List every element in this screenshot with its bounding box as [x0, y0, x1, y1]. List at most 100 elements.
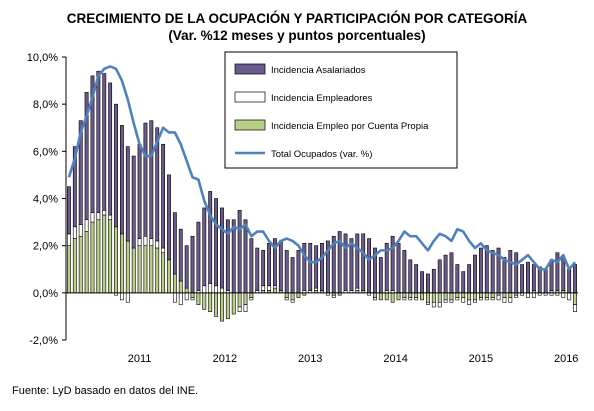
- bar-empleadores: [373, 297, 377, 301]
- bar-cuenta-propia: [272, 287, 277, 294]
- x-year-label: 2016: [554, 353, 578, 365]
- bar-asalariados: [396, 243, 401, 294]
- total-line-layer: [67, 65, 577, 271]
- bar-asalariados: [255, 247, 260, 291]
- bar-asalariados: [308, 243, 313, 291]
- bar-asalariados: [208, 191, 213, 284]
- bar-empleadores: [149, 238, 154, 246]
- bar-asalariados: [125, 146, 130, 242]
- total-ocupados-line: [67, 65, 577, 271]
- bar-empleadores: [290, 299, 295, 303]
- bar-asalariados: [320, 243, 324, 291]
- bar-asalariados: [426, 273, 430, 294]
- bar-empleadores: [473, 299, 477, 303]
- bar-empleadores: [573, 304, 577, 313]
- bar-cuenta-propia: [373, 292, 377, 298]
- bar-asalariados: [490, 250, 495, 294]
- y-tick-label: 2,0%: [33, 241, 58, 253]
- bar-cuenta-propia: [155, 247, 160, 294]
- bar-empleadores: [96, 212, 101, 221]
- bar-asalariados: [502, 257, 507, 294]
- bar-cuenta-propia: [408, 292, 413, 298]
- bar-asalariados: [537, 266, 542, 294]
- chart-title: CRECIMIENTO DE LA OCUPACIÓN Y PARTICIPAC…: [66, 11, 528, 26]
- bar-empleadores: [431, 301, 436, 308]
- x-year-label: 2011: [128, 353, 152, 365]
- bar-asalariados: [72, 146, 77, 228]
- bar-empleadores: [408, 297, 413, 301]
- bar-cuenta-propia: [196, 292, 201, 305]
- bar-empleadores: [137, 238, 142, 246]
- bar-empleadores: [125, 292, 130, 303]
- bar-empleadores: [249, 297, 254, 301]
- bar-asalariados: [172, 212, 177, 275]
- bar-cuenta-propia: [249, 292, 254, 298]
- bar-cuenta-propia: [390, 292, 395, 303]
- bar-empleadores: [102, 209, 107, 216]
- bar-cuenta-propia: [473, 292, 477, 301]
- legend-label: Incidencia Asalariados: [271, 65, 366, 76]
- legend-label: Incidencia Empleo por Cuenta Propia: [271, 121, 429, 132]
- bar-asalariados: [149, 120, 154, 239]
- bar-empleadores: [190, 297, 195, 301]
- bar-cuenta-propia: [84, 231, 89, 294]
- bar-empleadores: [202, 285, 207, 294]
- bar-asalariados: [402, 250, 407, 294]
- bar-cuenta-propia: [490, 292, 495, 298]
- bar-empleadores: [526, 292, 530, 298]
- bar-empleadores: [437, 301, 442, 308]
- bar-empleadores: [78, 224, 83, 237]
- bar-cuenta-propia: [78, 235, 83, 294]
- bar-asalariados: [184, 245, 189, 289]
- bar-asalariados: [261, 250, 266, 287]
- bar-cuenta-propia: [573, 292, 577, 305]
- bar-cuenta-propia: [420, 292, 424, 301]
- bar-asalariados: [67, 186, 71, 235]
- bar-empleadores: [402, 297, 407, 301]
- bar-empleadores: [267, 285, 271, 291]
- bar-asalariados: [431, 268, 436, 294]
- bar-asalariados: [573, 264, 577, 294]
- bar-asalariados: [526, 261, 530, 294]
- bar-cuenta-propia: [161, 252, 166, 294]
- bar-empleadores: [237, 306, 242, 313]
- bar-asalariados: [290, 257, 295, 294]
- bar-empleadores: [314, 287, 319, 291]
- bar-empleadores: [426, 301, 430, 305]
- bar-asalariados: [361, 233, 366, 291]
- legend-label: Incidencia Empleadores: [271, 93, 373, 104]
- bar-empleadores: [449, 299, 454, 303]
- chart-subtitle: (Var. %12 meses y puntos porcentuales): [168, 28, 426, 43]
- bar-asalariados: [555, 252, 560, 291]
- y-tick-label: 6,0%: [33, 146, 58, 158]
- bar-cuenta-propia: [67, 245, 71, 294]
- bar-empleadores: [72, 226, 77, 239]
- bar-asalariados: [455, 264, 460, 294]
- bar-empleadores: [208, 283, 213, 294]
- bar-empleadores: [443, 299, 448, 303]
- bar-cuenta-propia: [119, 233, 124, 294]
- x-year-label: 2015: [469, 353, 493, 365]
- bar-asalariados: [237, 209, 242, 294]
- bar-asalariados: [267, 243, 271, 287]
- bar-asalariados: [367, 238, 371, 294]
- bar-asalariados: [390, 235, 395, 291]
- bar-cuenta-propia: [378, 292, 383, 301]
- bar-asalariados: [349, 238, 354, 291]
- bar-asalariados: [143, 122, 148, 237]
- bar-cuenta-propia: [137, 245, 142, 294]
- bar-asalariados: [249, 238, 254, 294]
- bar-asalariados: [314, 245, 319, 289]
- bar-cuenta-propia: [396, 292, 401, 301]
- bar-empleadores: [567, 292, 572, 301]
- bar-cuenta-propia: [431, 292, 436, 303]
- bar-cuenta-propia: [243, 292, 248, 305]
- bar-cuenta-propia: [437, 292, 442, 303]
- bar-cuenta-propia: [414, 292, 419, 298]
- bar-asalariados: [420, 271, 424, 294]
- bar-asalariados: [131, 155, 136, 249]
- bar-empleadores: [161, 247, 166, 254]
- bar-asalariados: [567, 268, 572, 294]
- bar-asalariados: [467, 264, 472, 294]
- bar-asalariados: [137, 143, 142, 239]
